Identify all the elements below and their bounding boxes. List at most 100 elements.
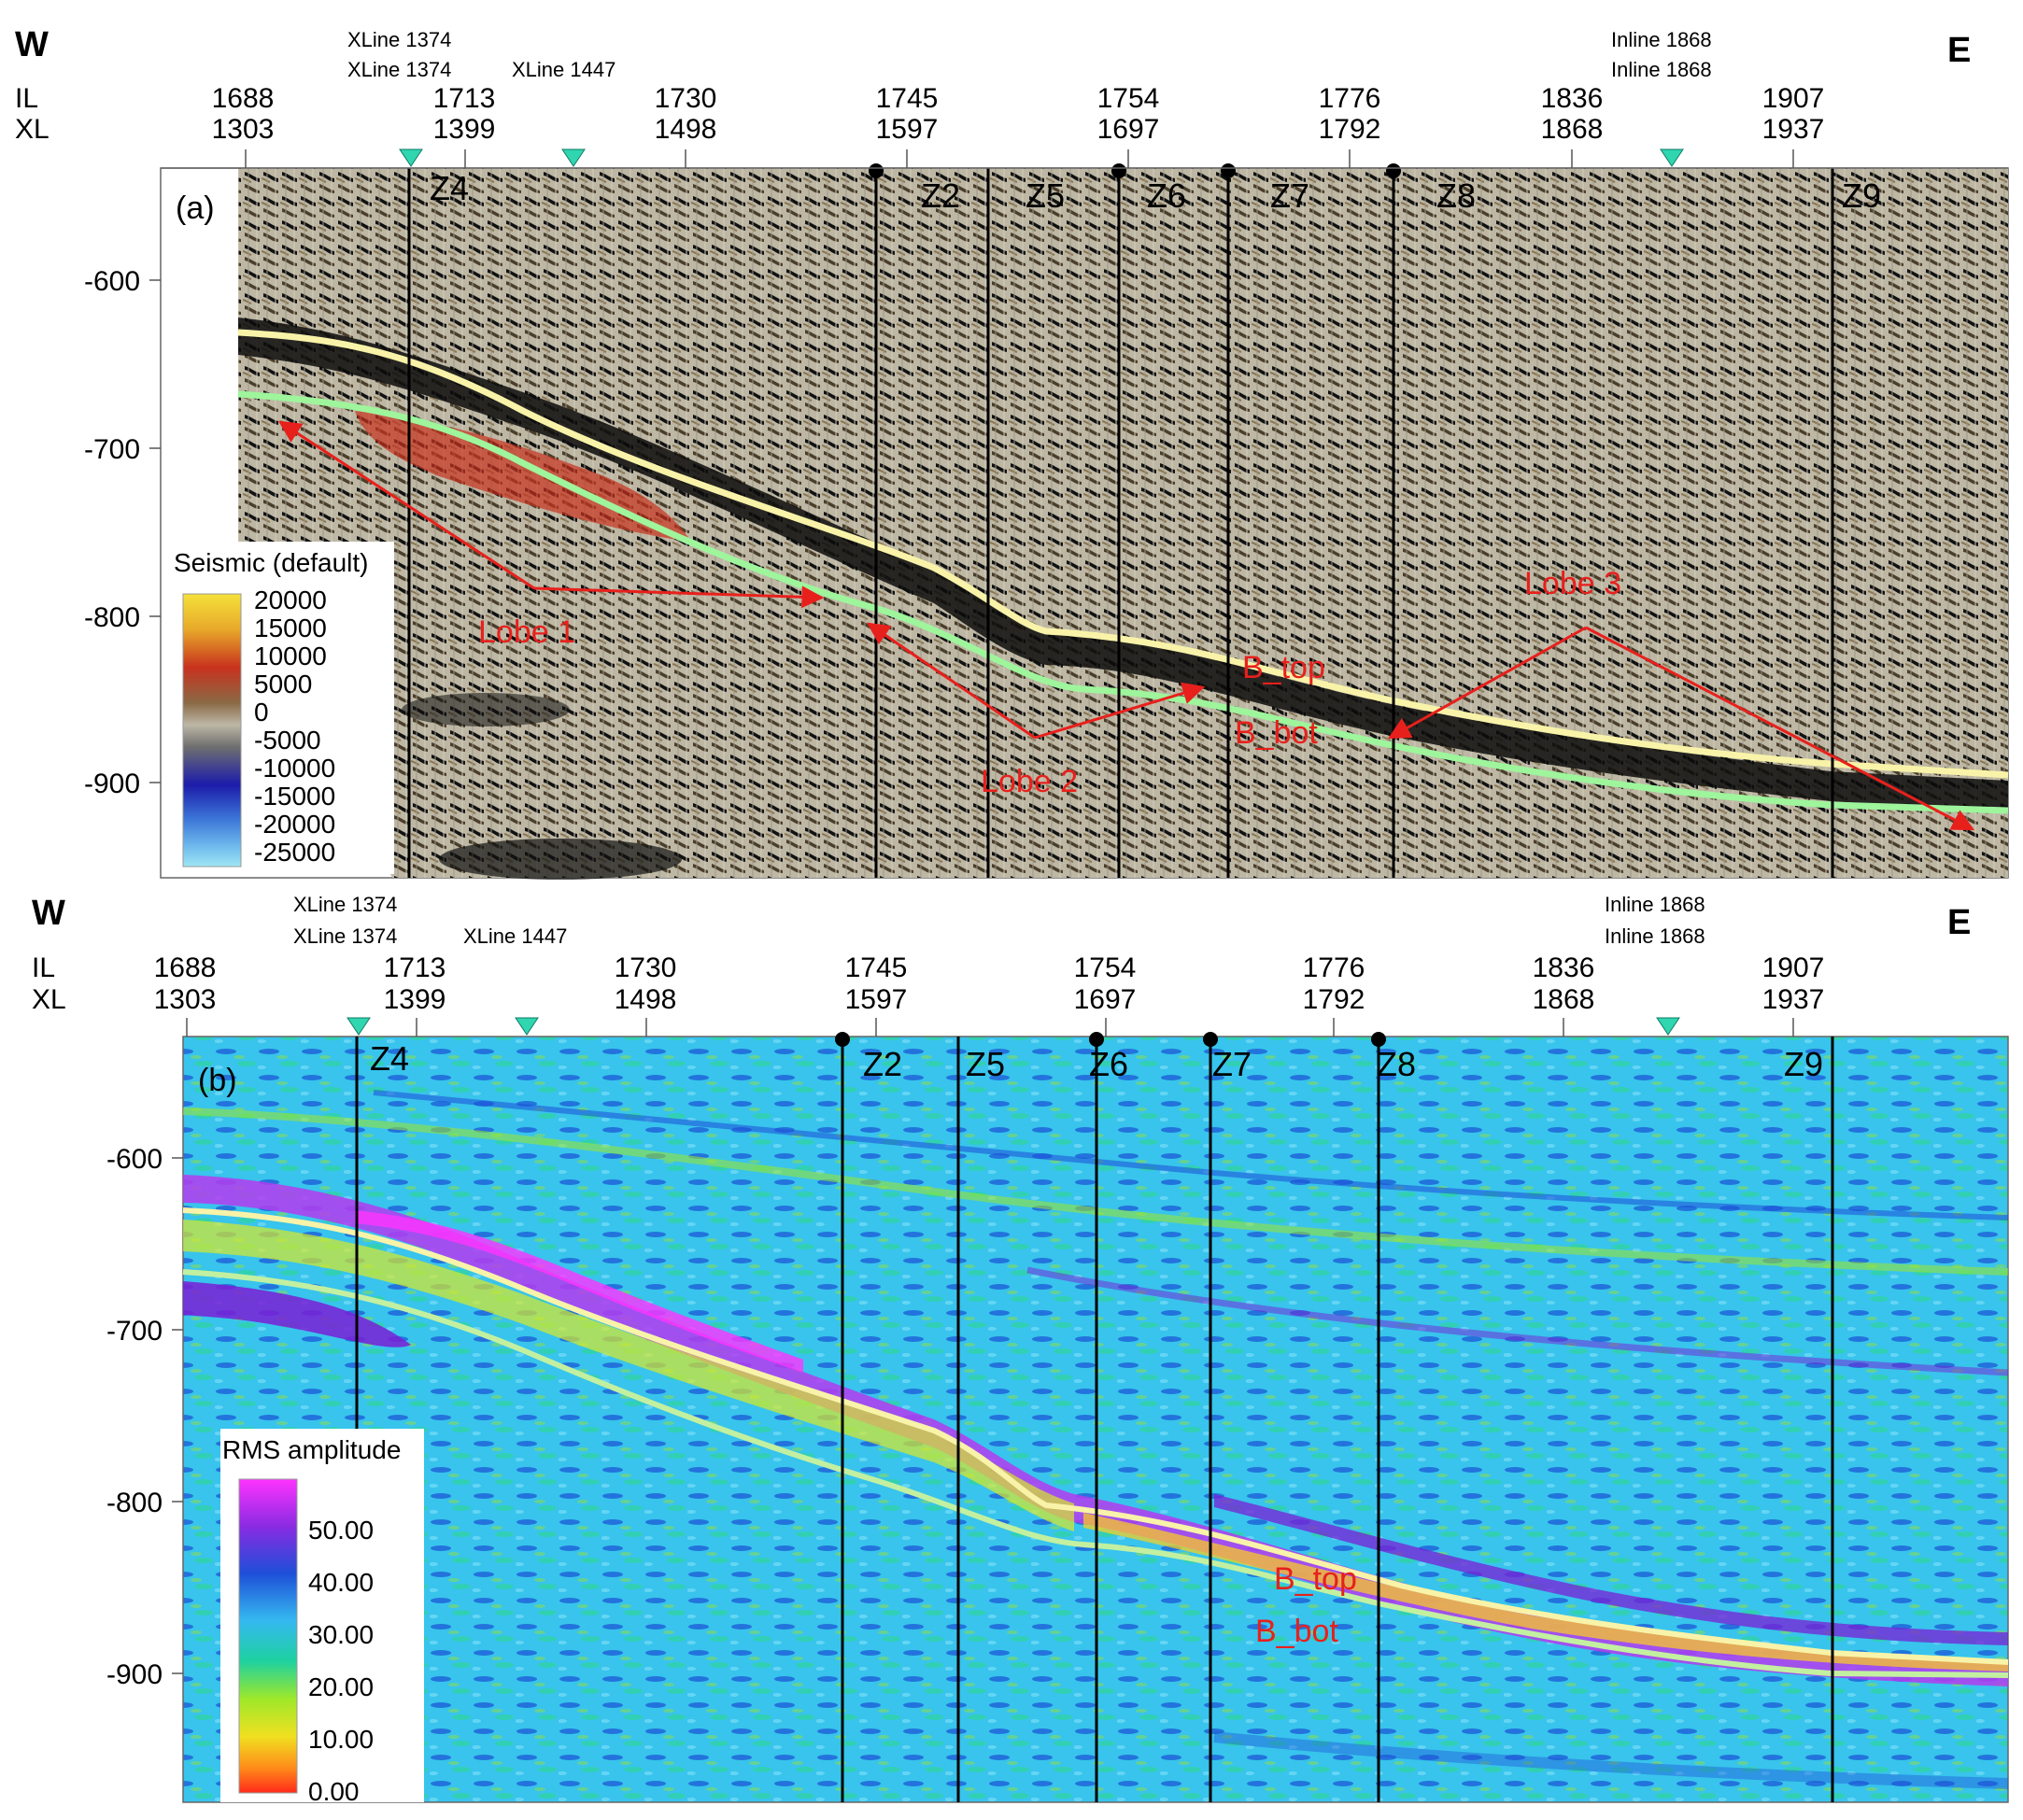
tick-xl: 1697 [1097,114,1160,145]
depth-tick: -600 [84,266,140,297]
panel-a-seismic-section [160,163,2009,880]
panel-a-depth-axis: -600 -700 -800 -900 [84,266,161,799]
well-label: Z9 [1842,176,1881,215]
well-label: Z2 [921,176,960,215]
panel-b-label: (b) [198,1063,237,1098]
tick-il: 1730 [615,952,677,983]
tick-il: 1754 [1074,952,1137,983]
tick-il: 1688 [154,952,217,983]
well-label: Z4 [430,169,469,207]
legend-value: 0 [254,698,269,727]
legend-value: 30.00 [308,1620,374,1649]
panel-a-side-w: W [15,25,49,64]
legend-value: 50.00 [308,1516,374,1545]
horizon-label: B_top [1242,650,1325,685]
lobe-label: Lobe 3 [1524,566,1621,601]
panel-b-depth-axis: -600 -700 -800 -900 [106,1144,183,1690]
panel-a: W E IL XL 1688 1303 1713 1399 1730 1498 … [15,25,2009,880]
well-label: Z8 [1377,1045,1416,1083]
intersection-label: XLine 1374 [347,28,451,51]
depth-tick: -600 [106,1144,163,1175]
panel-a-annotations: Lobe 1 Lobe 2 Lobe 3 B_top B_bot [478,566,1621,799]
panel-b: W E IL XL 1688 1303 1713 1399 1730 1498 … [32,893,2009,1806]
panel-a-lobe-arrows [277,420,1975,831]
legend-value: 40.00 [308,1568,374,1597]
tick-il: 1745 [845,952,908,983]
legend-title: RMS amplitude [222,1435,401,1464]
well-label: Z7 [1212,1045,1252,1083]
well-label: Z8 [1436,176,1476,215]
triangle-marker-icon [1660,148,1684,167]
horizon-label: B_top [1274,1561,1357,1597]
legend-title: Seismic (default) [174,548,369,577]
intersection-label: XLine 1374 [347,58,451,81]
well-label: Z5 [1026,176,1065,215]
lobe-label: Lobe 1 [478,614,575,650]
panel-a-intersection-labels: XLine 1374 XLine 1374 XLine 1447 Inline … [347,28,1712,81]
panel-b-il-label: IL [32,952,55,983]
triangle-marker-icon [1656,1017,1680,1036]
tick-il: 1730 [655,83,717,114]
panel-a-il-label: IL [15,83,38,114]
legend-value: 20000 [254,586,327,614]
tick-il: 1713 [433,83,496,114]
tick-xl: 1597 [845,984,908,1015]
tick-il: 1713 [384,952,446,983]
panel-b-intersection-markers [347,1017,1680,1036]
depth-tick: -900 [84,769,140,799]
intersection-label: XLine 1374 [293,924,397,948]
depth-tick: -800 [106,1488,163,1518]
tick-xl: 1597 [876,114,939,145]
tick-xl: 1697 [1074,984,1137,1015]
panel-a-side-e: E [1947,31,1971,70]
tick-xl: 1498 [615,984,677,1015]
tick-il: 1745 [876,83,939,114]
panel-a-legend: Seismic (default) 20000 15000 10000 5000… [168,542,394,874]
legend-colorbar [238,1478,298,1794]
well-label: Z2 [863,1045,902,1083]
tick-xl: 1792 [1319,114,1381,145]
legend-value: -20000 [254,810,335,839]
horizon-label: B_bot [1235,715,1318,751]
legend-value: -15000 [254,782,335,811]
legend-value: 10000 [254,642,327,670]
panel-b-xl-label: XL [32,984,66,1015]
intersection-label: Inline 1868 [1611,28,1712,51]
tick-il: 1836 [1541,83,1604,114]
panel-b-side-e: E [1947,903,1971,942]
panel-a-tick-labels: 1688 1303 1713 1399 1730 1498 1745 1597 … [212,83,1825,145]
intersection-label: XLine 1447 [463,924,567,948]
intersection-label: Inline 1868 [1605,924,1705,948]
legend-value: 0.00 [308,1777,360,1806]
panel-b-intersection-labels: XLine 1374 XLine 1374 XLine 1447 Inline … [293,893,1705,948]
legend-value: -25000 [254,838,335,867]
well-label: Z9 [1784,1045,1823,1083]
legend-colorbar [182,593,242,868]
intersection-label: XLine 1447 [512,58,615,81]
intersection-label: Inline 1868 [1611,58,1712,81]
tick-xl: 1399 [433,114,496,145]
legend-value: 15000 [254,614,327,642]
tick-xl: 1399 [384,984,446,1015]
triangle-marker-icon [399,148,423,167]
panel-b-rms-section [182,1032,2009,1803]
tick-xl: 1303 [154,984,217,1015]
tick-il: 1754 [1097,83,1160,114]
depth-tick: -700 [106,1316,163,1347]
legend-value: 20.00 [308,1672,374,1701]
tick-il: 1836 [1533,952,1595,983]
panel-b-side-w: W [32,894,65,933]
tick-xl: 1303 [212,114,275,145]
lobe-label: Lobe 2 [981,764,1078,799]
depth-tick: -900 [106,1659,163,1690]
panel-a-label: (a) [176,190,215,226]
triangle-marker-icon [561,148,586,167]
panel-b-annotations: B_top B_bot [1255,1561,1357,1649]
panel-b-legend: RMS amplitude 50.00 40.00 30.00 20.00 10… [220,1429,424,1806]
horizon-label: B_bot [1255,1614,1338,1649]
legend-value: -5000 [254,726,321,755]
tick-xl: 1937 [1762,114,1825,145]
tick-xl: 1868 [1541,114,1604,145]
well-label: Z7 [1270,176,1309,215]
panel-a-xl-label: XL [15,114,50,145]
